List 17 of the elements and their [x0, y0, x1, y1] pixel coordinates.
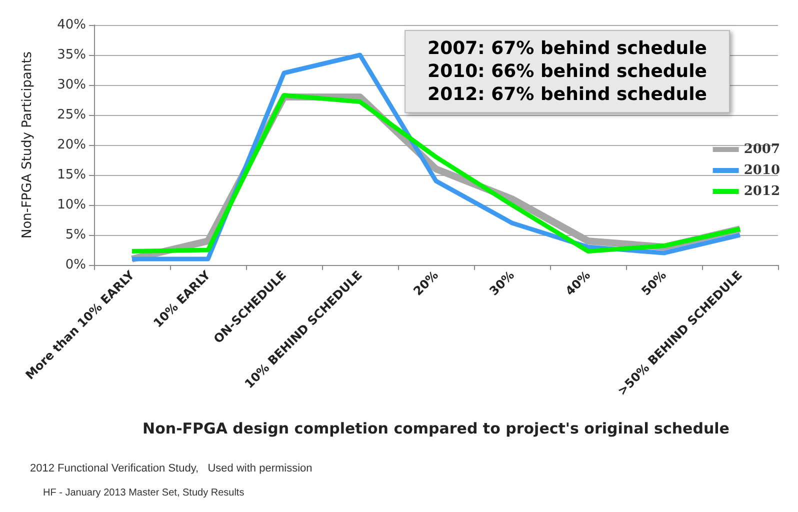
y-tick-label: 15%	[57, 168, 86, 182]
legend-label: 2007	[744, 142, 780, 157]
y-tick-label: 25%	[57, 108, 86, 122]
y-tick-label: 10%	[57, 198, 86, 212]
x-axis-title: Non-FPGA design completion compared to project's original schedule	[142, 420, 730, 438]
y-axis-title: Non-FPGA Study Participants	[20, 51, 35, 239]
y-tick-label: 40%	[57, 18, 86, 32]
legend-label: 2012	[744, 184, 780, 199]
text: 2012 Functional Verification Study, Used with permission	[30, 462, 312, 474]
y-tick-label: 30%	[57, 78, 86, 92]
y-tick-label: 20%	[57, 138, 86, 152]
y-tick-label: 5%	[65, 228, 86, 242]
y-tick-label: 0%	[65, 258, 86, 272]
annotation: 2007: 67% behind schedule 2010: 66% behind schedule 2012: 67% behind schedule	[428, 38, 708, 105]
text: HF - January 2013 Master Set, Study Results	[43, 488, 244, 498]
legend-label: 2010	[744, 163, 780, 178]
y-tick-label: 35%	[57, 48, 86, 62]
